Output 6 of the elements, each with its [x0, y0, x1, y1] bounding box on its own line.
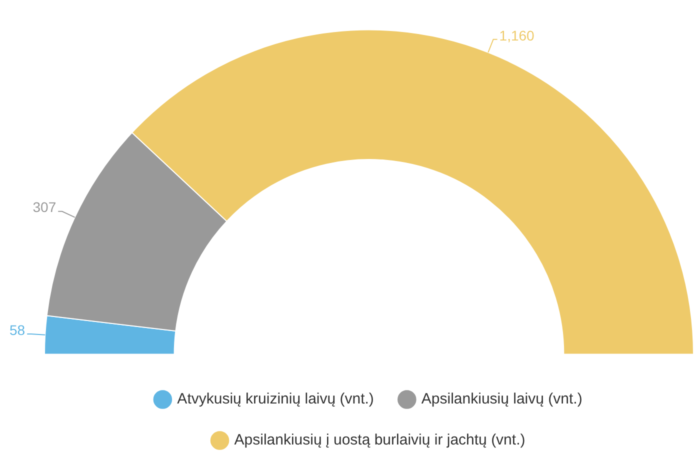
data-label: 307	[32, 199, 56, 216]
data-label: 1,160	[499, 27, 535, 44]
legend-label: Apsilankiusių laivų (vnt.)	[421, 390, 582, 408]
legend-label: Apsilankiusių į uostą burlaivių ir jachtų (vnt.)	[234, 432, 526, 449]
data-label: 58	[10, 322, 26, 338]
legend-label: Atvykusių kruizinių laivų (vnt.)	[177, 390, 374, 408]
